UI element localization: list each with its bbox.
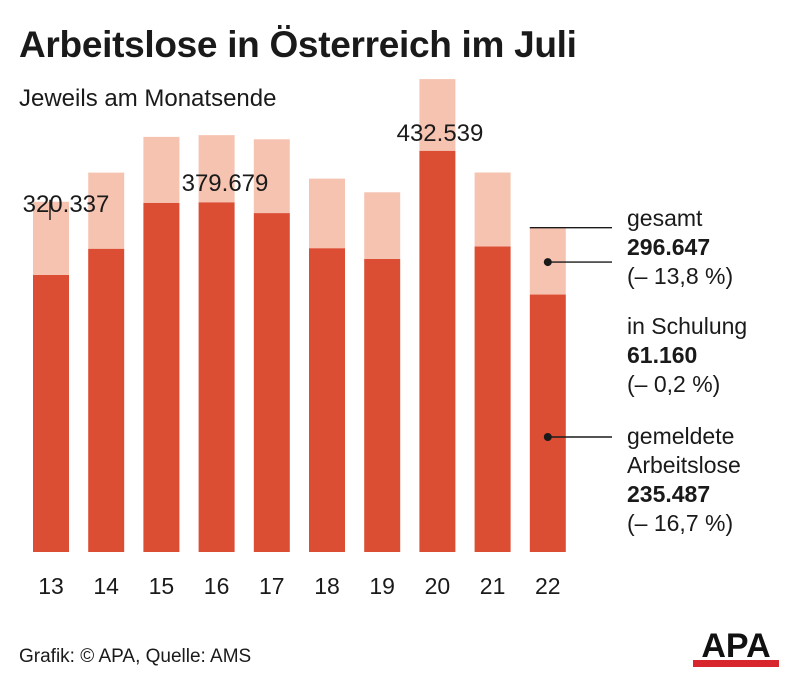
annotation-arbeitslose: gemeldete Arbeitslose 235.487 (– 16,7 %) <box>627 422 741 538</box>
bar-arbeitslose-15 <box>143 202 180 552</box>
annotation-arbeitslose-label-2: Arbeitslose <box>627 452 741 478</box>
x-tick-label-15: 15 <box>149 573 175 599</box>
bar-arbeitslose-20 <box>419 150 456 552</box>
bar-arbeitslose-14 <box>88 248 125 552</box>
annotation-arbeitslose-label-1: gemeldete <box>627 423 735 449</box>
bar-schulung-15 <box>143 136 180 203</box>
x-tick-label-16: 16 <box>204 573 230 599</box>
annotation-arbeitslose-value: 235.487 <box>627 481 711 507</box>
annotation-gesamt: gesamt 296.647 (– 13,8 %) <box>627 204 733 291</box>
x-tick-label-22: 22 <box>535 573 561 599</box>
bar-schulung-13 <box>33 201 69 275</box>
bar-arbeitslose-16 <box>198 202 235 552</box>
x-tick-label-19: 19 <box>369 573 395 599</box>
annotation-schulung-label: in Schulung <box>627 313 748 339</box>
x-tick-label-20: 20 <box>425 573 451 599</box>
bar-arbeitslose-21 <box>474 246 511 552</box>
bar-schulung-18 <box>309 178 345 249</box>
bar-arbeitslose-17 <box>253 213 290 553</box>
bar-arbeitslose-22 <box>529 294 566 552</box>
x-tick-label-21: 21 <box>480 573 506 599</box>
bar-total-label-13: 320.337 <box>23 191 110 218</box>
x-tick-label-13: 13 <box>38 573 64 599</box>
apa-logo-stripe <box>693 660 779 667</box>
apa-logo-text: APA <box>701 630 770 665</box>
bar-arbeitslose-13 <box>33 274 69 552</box>
annotation-gesamt-change: (– 13,8 %) <box>627 263 734 289</box>
annotation-schulung-change: (– 0,2 %) <box>627 371 721 397</box>
x-tick-label-14: 14 <box>93 573 119 599</box>
bar-schulung-20 <box>419 79 456 151</box>
bar-total-label-15: 379.679 <box>182 170 269 197</box>
bar-schulung-19 <box>364 192 401 259</box>
bar-schulung-21 <box>474 172 511 247</box>
bar-total-label-20: 432.539 <box>397 120 484 147</box>
chart-subtitle: Jeweils am Monatsende <box>19 85 277 112</box>
annotation-schulung-value: 61.160 <box>627 342 698 368</box>
bar-arbeitslose-19 <box>364 258 401 552</box>
bar-arbeitslose-18 <box>309 248 345 553</box>
x-tick-label-18: 18 <box>314 573 340 599</box>
annotation-arbeitslose-change: (– 16,7 %) <box>627 510 734 536</box>
apa-logo: APA <box>693 630 779 667</box>
bar-schulung-17 <box>253 139 290 214</box>
chart-title: Arbeitslose in Österreich im Juli <box>19 24 577 65</box>
bar-schulung-16 <box>198 135 235 203</box>
source-credit: Grafik: © APA, Quelle: AMS <box>19 646 252 667</box>
annotation-gesamt-label: gesamt <box>627 205 703 231</box>
annotation-schulung: in Schulung 61.160 (– 0,2 %) <box>627 312 747 399</box>
annotation-gesamt-value: 296.647 <box>627 234 711 260</box>
bar-schulung-14 <box>88 172 125 249</box>
x-tick-label-17: 17 <box>259 573 285 599</box>
